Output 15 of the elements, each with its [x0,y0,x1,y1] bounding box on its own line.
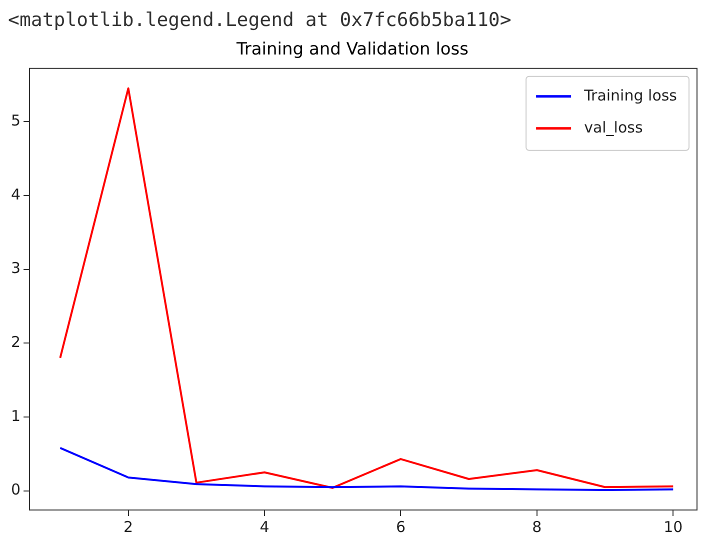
chart-title: Training and Validation loss [235,40,469,60]
legend-label: Training loss [583,86,678,104]
y-tick-label: 1 [10,406,21,425]
x-tick-label: 6 [396,518,406,536]
text: <matplotlib.legend.Legend at 0x7fc66b5ba110> [8,8,512,33]
x-tick-label: 8 [532,518,542,536]
y-tick-label: 5 [10,111,21,130]
y-tick-label: 4 [10,185,21,204]
x-tick-label: 10 [664,518,683,536]
x-tick-label: 2 [124,518,134,536]
legend-label: val_loss [584,118,643,136]
y-tick-label: 0 [10,480,21,499]
y-tick-label: 2 [10,333,21,351]
y-tick-label: 3 [10,259,21,278]
x-tick-label: 4 [260,518,270,536]
